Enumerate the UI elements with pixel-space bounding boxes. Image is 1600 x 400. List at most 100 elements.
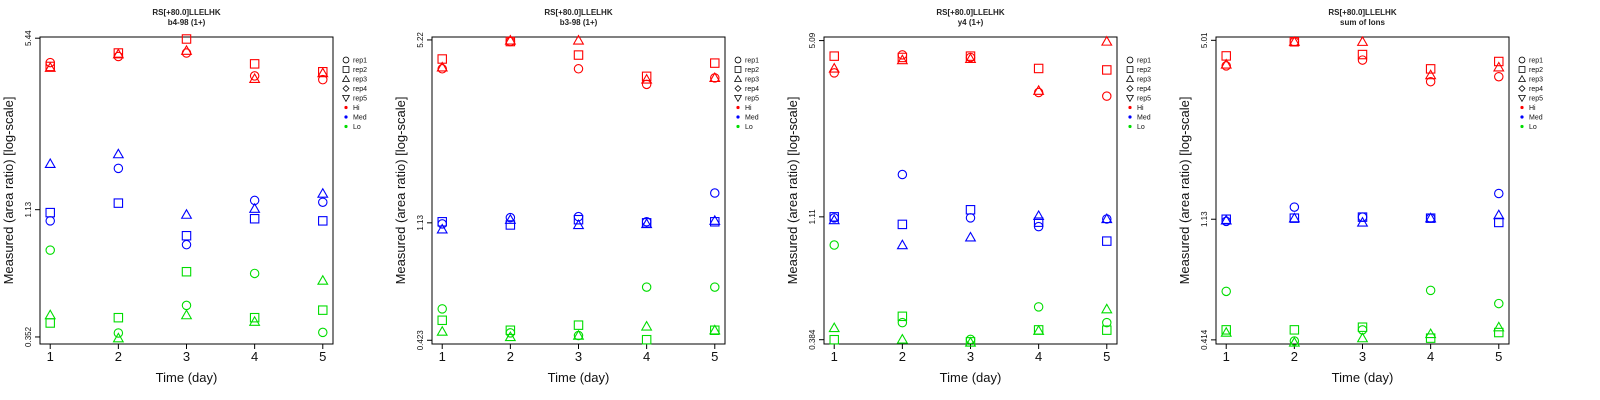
legend-marker-rep2 — [734, 66, 742, 73]
legend-label: rep4 — [353, 86, 367, 93]
data-point-hi-rep2 — [249, 59, 260, 69]
chart-subtitle: b3-98 (1+) — [560, 18, 598, 27]
data-point-lo-rep1 — [1425, 285, 1436, 296]
data-point-hi-rep3 — [1032, 84, 1045, 95]
x-tick-label: 5 — [319, 349, 326, 364]
data-point-lo-rep3 — [1493, 321, 1505, 332]
y-tick-label: 5.09 — [808, 32, 817, 48]
data-point-med-rep3 — [572, 219, 585, 230]
data-point-med-rep3 — [1493, 209, 1505, 220]
x-tick-label: 3 — [575, 349, 582, 364]
data-point-lo-rep3 — [640, 320, 653, 331]
legend-label: Med — [1529, 115, 1543, 122]
data-point-lo-rep1 — [710, 282, 720, 292]
y-tick-label: 0.414 — [1200, 329, 1209, 350]
data-point-hi-rep2 — [829, 51, 839, 61]
x-axis-label: Time (day) — [156, 370, 218, 385]
data-point-hi-rep3 — [709, 71, 721, 83]
data-point-med-rep2 — [1494, 217, 1504, 228]
data-point-hi-rep1 — [1494, 71, 1504, 82]
data-point-lo-rep2 — [113, 312, 124, 323]
data-point-lo-rep3 — [1288, 336, 1301, 347]
y-tick-label: 1.11 — [808, 209, 817, 225]
data-point-med-rep1 — [318, 197, 328, 207]
data-point-med-rep3 — [317, 187, 329, 198]
data-point-hi-rep3 — [1220, 58, 1232, 69]
data-point-med-rep1 — [505, 212, 516, 223]
legend-marker-rep4 — [734, 85, 742, 92]
legend-marker-lo — [736, 124, 740, 129]
legend-marker-med — [1128, 115, 1132, 119]
data-point-hi-rep3 — [896, 54, 909, 65]
legend-marker-rep4 — [342, 85, 350, 92]
data-point-hi-rep2 — [505, 36, 516, 47]
data-point-lo-rep3 — [436, 325, 448, 336]
legend-label: rep1 — [1529, 58, 1543, 65]
data-point-med-rep1 — [710, 188, 720, 198]
legend-marker-lo — [344, 124, 348, 129]
data-point-hi-rep1 — [573, 64, 584, 74]
data-point-hi-rep2 — [965, 51, 976, 61]
data-point-lo-rep3 — [709, 324, 721, 335]
x-tick-label: 5 — [1103, 349, 1110, 364]
legend-label: Med — [353, 115, 367, 122]
data-point-med-rep3 — [180, 208, 193, 219]
chart-subtitle: y4 (1+) — [958, 18, 984, 27]
legend-marker-med — [1520, 115, 1524, 119]
x-tick-label: 1 — [47, 349, 54, 364]
legend-label: rep5 — [1137, 96, 1151, 103]
legend-marker-rep1 — [734, 56, 742, 64]
plot-frame — [431, 36, 726, 345]
data-point-lo-rep2 — [1425, 333, 1436, 343]
legend-label: Lo — [1529, 124, 1537, 131]
legend-marker-rep1 — [342, 56, 350, 64]
data-point-hi-rep3 — [964, 52, 977, 63]
data-point-hi-rep2 — [1357, 49, 1368, 60]
data-point-lo-rep1 — [1494, 298, 1504, 309]
chart-subtitle: b4-98 (1+) — [168, 18, 206, 27]
data-point-med-rep2 — [249, 213, 260, 224]
y-tick-label: 1.13 — [416, 215, 425, 231]
x-tick-label: 4 — [1427, 349, 1434, 364]
data-point-lo-rep1 — [318, 327, 328, 338]
data-point-lo-rep2 — [1221, 325, 1231, 335]
data-point-hi-rep3 — [640, 73, 653, 84]
legend-marker-rep3 — [733, 74, 743, 82]
x-tick-label: 2 — [507, 349, 514, 364]
data-point-med-rep2 — [181, 230, 192, 241]
data-point-med-rep1 — [1494, 188, 1504, 199]
data-point-hi-rep2 — [641, 71, 652, 82]
y-axis-label: Measured (area ratio) [log-scale] — [393, 97, 408, 285]
legend-marker-rep5 — [1125, 95, 1135, 103]
data-point-lo-rep2 — [641, 334, 652, 345]
data-point-hi-rep2 — [1102, 65, 1112, 75]
legend-marker-med — [344, 115, 348, 119]
x-tick-label: 4 — [251, 349, 258, 364]
data-point-med-rep3 — [896, 239, 909, 250]
data-point-hi-rep3 — [572, 34, 585, 45]
data-point-lo-rep3 — [504, 330, 517, 342]
data-point-lo-rep2 — [1494, 327, 1504, 338]
data-point-hi-rep3 — [504, 34, 517, 45]
legend-marker-rep5 — [733, 95, 743, 103]
data-point-lo-rep1 — [113, 328, 124, 338]
data-point-hi-rep1 — [249, 71, 260, 81]
legend-label: Hi — [745, 105, 752, 112]
data-point-hi-rep2 — [1494, 56, 1504, 67]
data-point-lo-rep2 — [249, 312, 260, 323]
legend-marker-rep3 — [341, 74, 351, 82]
data-point-hi-rep2 — [181, 34, 192, 44]
data-point-med-rep3 — [640, 217, 653, 229]
legend-marker-hi — [344, 105, 348, 110]
y-axis-label: Measured (area ratio) [log-scale] — [1, 97, 16, 285]
data-point-med-rep2 — [965, 205, 976, 215]
data-point-med-rep3 — [44, 157, 56, 169]
chart-subtitle: sum of Ions — [1340, 18, 1385, 27]
data-point-med-rep3 — [1220, 214, 1232, 225]
legend-marker-rep5 — [341, 95, 351, 103]
data-point-med-rep2 — [573, 214, 584, 225]
x-tick-label: 5 — [711, 349, 718, 364]
legend-label: Med — [745, 115, 759, 122]
data-point-med-rep3 — [709, 214, 721, 225]
